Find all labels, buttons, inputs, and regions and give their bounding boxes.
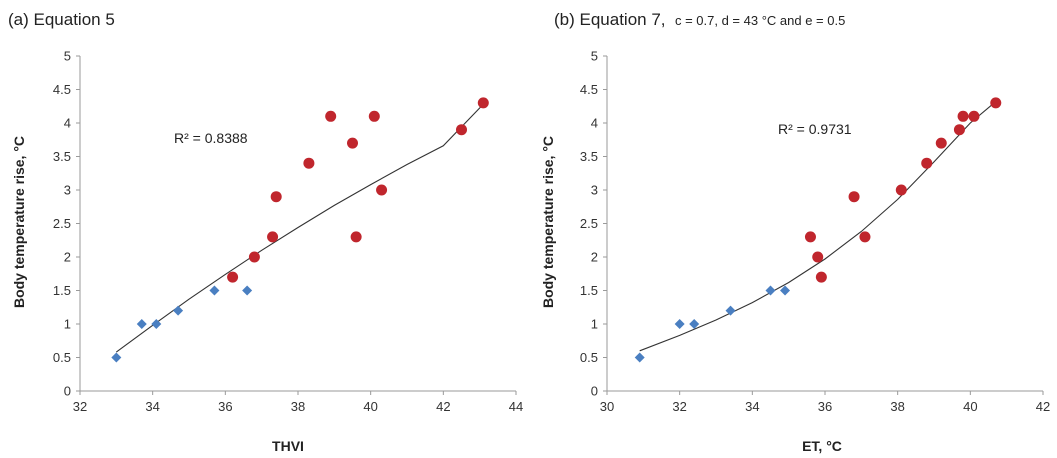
panel-a-diamond-point — [151, 319, 162, 329]
panel-a-circle-point — [368, 110, 380, 122]
panel-a-x-tick-label: 34 — [145, 399, 159, 414]
panel-b-r-squared: R² = 0.9731 — [778, 121, 852, 137]
panel-b-circle-point — [859, 231, 871, 243]
panel-b-diamond-point — [634, 352, 645, 363]
panel-b-y-tick-label: 4 — [591, 116, 598, 131]
panel-b-circle-point — [921, 157, 933, 169]
panel-a-diamond-point — [111, 352, 122, 363]
panel-b-circle-point — [812, 251, 824, 263]
panel-b-title-main: (b) Equation 7, — [554, 10, 666, 29]
panel-a-circle-point — [477, 97, 489, 109]
panel-a-circle-point — [303, 157, 315, 169]
panel-a-y-tick-label: 3 — [64, 183, 71, 198]
panel-a-y-tick-label: 1.5 — [53, 283, 71, 298]
panel-a-trendline — [115, 103, 484, 353]
panel-b-circle-point — [953, 124, 965, 136]
panel-a-r-squared: R² = 0.8388 — [174, 130, 248, 146]
panel-a-x-axis-label: THVI — [272, 438, 304, 454]
panel-b-circle-point — [957, 110, 969, 122]
panel-a: (a) Equation 5 Body temperature rise, °C… — [8, 10, 523, 454]
panel-b-y-tick-label: 5 — [591, 49, 598, 64]
panel-a-plot-area: 0 0.5 1 1.5 2 2.5 3 3.5 4 4.5 5 32 34 36 38 40 42 44 — [53, 49, 523, 415]
panel-a-title: (a) Equation 5 — [8, 10, 115, 29]
panel-a-x-tick-label: 40 — [363, 399, 377, 414]
panel-a-circle-point — [325, 110, 337, 122]
panel-a-circle-point — [267, 231, 279, 243]
panel-b-diamond-point — [765, 285, 776, 296]
panel-a-diamond-point — [173, 305, 184, 316]
panel-b-x-tick-label: 30 — [600, 399, 614, 414]
panel-b-y-tick-label: 2.5 — [580, 216, 598, 231]
panel-a-y-tick-label: 1 — [64, 317, 71, 332]
panel-b-x-tick-label: 42 — [1036, 399, 1050, 414]
panel-a-circle-point — [347, 137, 358, 149]
panel-a-y-axis-label: Body temperature rise, °C — [11, 136, 27, 308]
panel-a-diamond-point — [209, 285, 220, 296]
panel-b-circle-point — [895, 184, 907, 196]
panel-a-circle-point — [350, 231, 362, 243]
panel-a-y-tick-label: 4.5 — [53, 82, 71, 97]
panel-b-diamond-point — [674, 319, 685, 329]
panel-b-y-tick-label: 0.5 — [580, 350, 598, 365]
panel-b-y-tick-label: 4.5 — [580, 82, 598, 97]
panel-a-x-tick-label: 44 — [509, 399, 523, 414]
panel-a-x-tick-label: 36 — [218, 399, 232, 414]
panel-a-y-tick-label: 0.5 — [53, 350, 71, 365]
panel-a-diamond-point — [242, 285, 253, 296]
panel-a-y-tick-label: 4 — [64, 116, 71, 131]
panel-b-x-tick-label: 36 — [818, 399, 832, 414]
panel-b-circle-point — [848, 191, 860, 203]
panel-b-y-tick-label: 0 — [591, 384, 598, 399]
panel-b-circle-point — [990, 97, 1002, 109]
panel-b-title-sub: c = 0.7, d = 43 °C and e = 0.5 — [675, 13, 845, 28]
panel-a-x-tick-label: 32 — [73, 399, 87, 414]
panel-b-plot-area: 0 0.5 1 1.5 2 2.5 3 3.5 4 4.5 5 30 32 34 36 38 40 42 — [580, 49, 1050, 415]
panel-a-circle-point — [376, 184, 388, 196]
panel-b-x-tick-label: 38 — [890, 399, 904, 414]
panel-b-circle-point — [935, 137, 947, 149]
panel-b-diamond-point — [689, 319, 700, 329]
panel-b-diamond-point — [725, 305, 736, 316]
panel-a-x-tick-label: 38 — [291, 399, 305, 414]
panel-b-y-tick-label: 1.5 — [580, 283, 598, 298]
panel-b-y-tick-label: 1 — [591, 317, 598, 332]
panel-a-y-tick-label: 0 — [64, 384, 71, 399]
panel-a-x-tick-label: 42 — [436, 399, 450, 414]
panel-a-circle-point — [227, 271, 239, 283]
panel-b-circle-point — [804, 231, 816, 243]
panel-b-y-tick-label: 3.5 — [580, 149, 598, 164]
panel-a-y-tick-label: 2 — [64, 250, 71, 265]
panel-a-circle-point — [456, 124, 467, 136]
panel-a-y-tick-label: 3.5 — [53, 149, 71, 164]
panel-a-circle-point — [270, 191, 282, 203]
panel-b-circle-point — [968, 110, 980, 122]
panel-b-trendline — [639, 101, 997, 352]
panel-b: (b) Equation 7, c = 0.7, d = 43 °C and e… — [540, 10, 1050, 454]
panel-a-circle-point — [248, 251, 260, 263]
panel-b-x-tick-label: 40 — [963, 399, 977, 414]
panel-b-x-tick-label: 32 — [672, 399, 686, 414]
panel-b-x-axis-label: ET, °C — [802, 438, 842, 454]
panel-b-y-axis-label: Body temperature rise, °C — [540, 136, 556, 308]
panel-a-y-tick-label: 5 — [64, 49, 71, 64]
panel-b-y-tick-label: 3 — [591, 183, 598, 198]
panel-a-y-tick-label: 2.5 — [53, 216, 71, 231]
panel-b-x-tick-label: 34 — [745, 399, 759, 414]
panel-b-diamond-point — [780, 285, 791, 296]
panel-b-y-tick-label: 2 — [591, 250, 598, 265]
panel-b-title: (b) Equation 7, c = 0.7, d = 43 °C and e… — [554, 10, 845, 29]
panel-b-circle-point — [815, 271, 827, 283]
panel-a-diamond-point — [136, 319, 147, 329]
